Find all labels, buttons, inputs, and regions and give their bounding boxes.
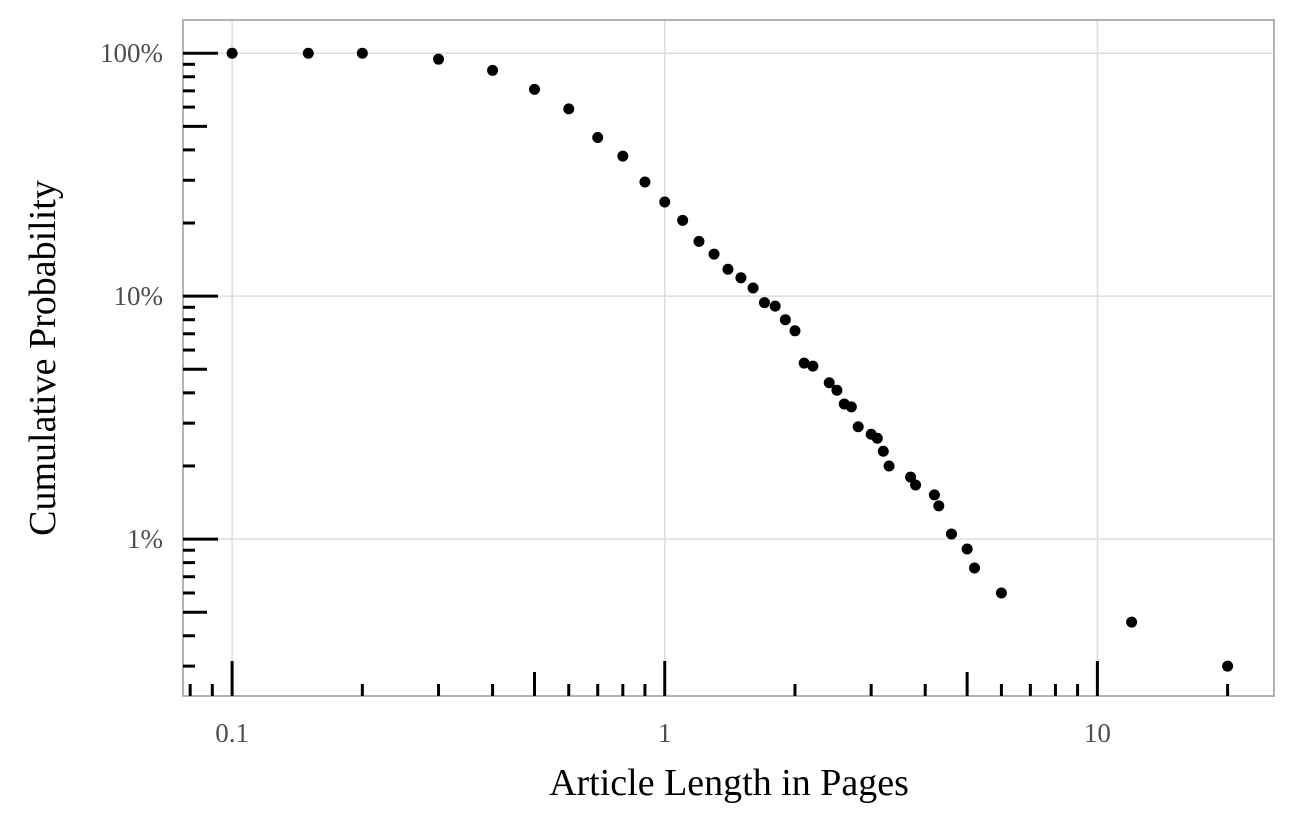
x-tick-label: 10 [1084, 718, 1111, 748]
point [226, 47, 238, 59]
point [1222, 660, 1234, 672]
point [807, 360, 819, 372]
point [871, 432, 883, 444]
point [877, 445, 889, 457]
x-axis-title: Article Length in Pages [549, 762, 909, 804]
point [735, 272, 747, 284]
point [758, 297, 770, 309]
point [487, 64, 499, 76]
y-tick-label: 100% [100, 38, 163, 68]
panel-border [182, 19, 1275, 697]
point [852, 421, 864, 433]
point [823, 377, 835, 389]
point [928, 489, 940, 501]
y-tick-label: 10% [114, 281, 164, 311]
point [592, 131, 604, 143]
point [910, 479, 922, 491]
point [933, 500, 945, 512]
y-tick-label: 1% [127, 524, 163, 554]
point [639, 176, 651, 188]
point [789, 325, 801, 337]
point [302, 47, 314, 59]
point [995, 587, 1007, 599]
point [905, 471, 917, 483]
y-axis-title: Cumulative Probability [22, 180, 64, 536]
point [747, 282, 759, 294]
point [1126, 616, 1138, 628]
point [659, 196, 671, 208]
point [677, 214, 689, 226]
point [617, 150, 629, 162]
point [563, 103, 575, 115]
x-tick-label: 0.1 [215, 718, 249, 748]
point [529, 83, 541, 95]
point [831, 384, 843, 396]
point [693, 235, 705, 247]
point [356, 47, 368, 59]
point [798, 357, 810, 369]
point [969, 562, 981, 574]
point [769, 300, 781, 312]
point [708, 248, 720, 260]
x-tick-label: 1 [658, 718, 672, 748]
point [883, 460, 895, 472]
point [845, 401, 857, 413]
point [433, 53, 445, 65]
point [722, 263, 734, 275]
point [945, 528, 957, 540]
point [779, 314, 791, 326]
point [961, 543, 973, 555]
